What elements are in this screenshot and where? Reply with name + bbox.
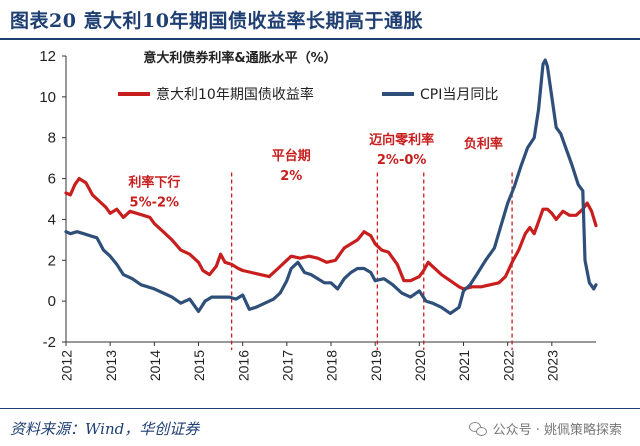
x-tick-label: 2018 xyxy=(324,350,340,381)
legend-label: 意大利10年期国债收益率 xyxy=(156,86,314,103)
y-tick-label: 8 xyxy=(48,130,56,147)
watermark: 公众号 · 姚佩策略探索 xyxy=(468,419,622,438)
annotation-label: 迈向零利率 xyxy=(369,132,434,148)
x-tick-label: 2017 xyxy=(280,350,296,381)
source-note: 资料来源：Wind，华创证券 xyxy=(10,420,200,438)
chart-title: 意大利债券利率&通胀水平（%） xyxy=(143,50,336,66)
y-tick-label: 10 xyxy=(39,89,56,106)
annotation-label: 负利率 xyxy=(464,136,503,152)
axes: -2 0 2 4 6 8 10 12 2012 2013 2014 2015 2016 2017 2018 2… xyxy=(39,48,596,381)
y-tick-label: -2 xyxy=(43,334,56,351)
annotations: 利率下行 5%-2% 平台期 2% 迈向零利率 2%-0% 负利率 xyxy=(128,132,503,211)
series-lines xyxy=(64,58,598,315)
annotation-label: 平台期 xyxy=(272,148,311,164)
header: 图表20 意大利10年期国债收益率长期高于通胀 xyxy=(0,0,640,40)
cpi-series-line xyxy=(64,58,598,315)
y-tick-label: 2 xyxy=(48,252,56,269)
x-tick-label: 2016 xyxy=(235,350,251,381)
legend-label: CPI当月同比 xyxy=(420,87,498,103)
x-tick-label: 2014 xyxy=(147,350,163,381)
period-dividers xyxy=(230,172,513,350)
y-tick-label: 6 xyxy=(48,171,56,188)
x-tick-label: 2013 xyxy=(103,350,119,381)
y-tick-label: 12 xyxy=(39,48,56,65)
yield-series-line xyxy=(64,177,598,291)
x-tick-label: 2020 xyxy=(412,350,428,381)
footer: 资料来源：Wind，华创证券 公众号 · 姚佩策略探索 xyxy=(0,408,640,446)
figure-title: 图表20 意大利10年期国债收益率长期高于通胀 xyxy=(10,10,423,32)
y-tick-label: 4 xyxy=(48,211,56,228)
x-tick-label: 2019 xyxy=(368,350,384,381)
x-tick-label: 2022 xyxy=(500,350,516,381)
x-tick-label: 2015 xyxy=(191,350,207,381)
annotation-label: 5%-2% xyxy=(130,196,180,211)
legend: 意大利10年期国债收益率 CPI当月同比 xyxy=(118,86,498,103)
x-tick-label: 2021 xyxy=(456,350,472,381)
watermark-text: 公众号 · 姚佩策略探索 xyxy=(492,423,622,438)
wechat-icon xyxy=(468,421,487,436)
chart: 意大利债券利率&通胀水平（%） -2 0 2 4 6 8 10 12 2012 2013 2014 2… xyxy=(39,48,598,381)
annotation-label: 2%-0% xyxy=(377,153,427,168)
x-tick-label: 2012 xyxy=(59,350,75,381)
annotation-label: 2% xyxy=(280,169,302,184)
annotation-label: 利率下行 xyxy=(128,175,180,191)
y-tick-label: 0 xyxy=(48,293,56,310)
x-tick-label: 2023 xyxy=(545,350,561,381)
